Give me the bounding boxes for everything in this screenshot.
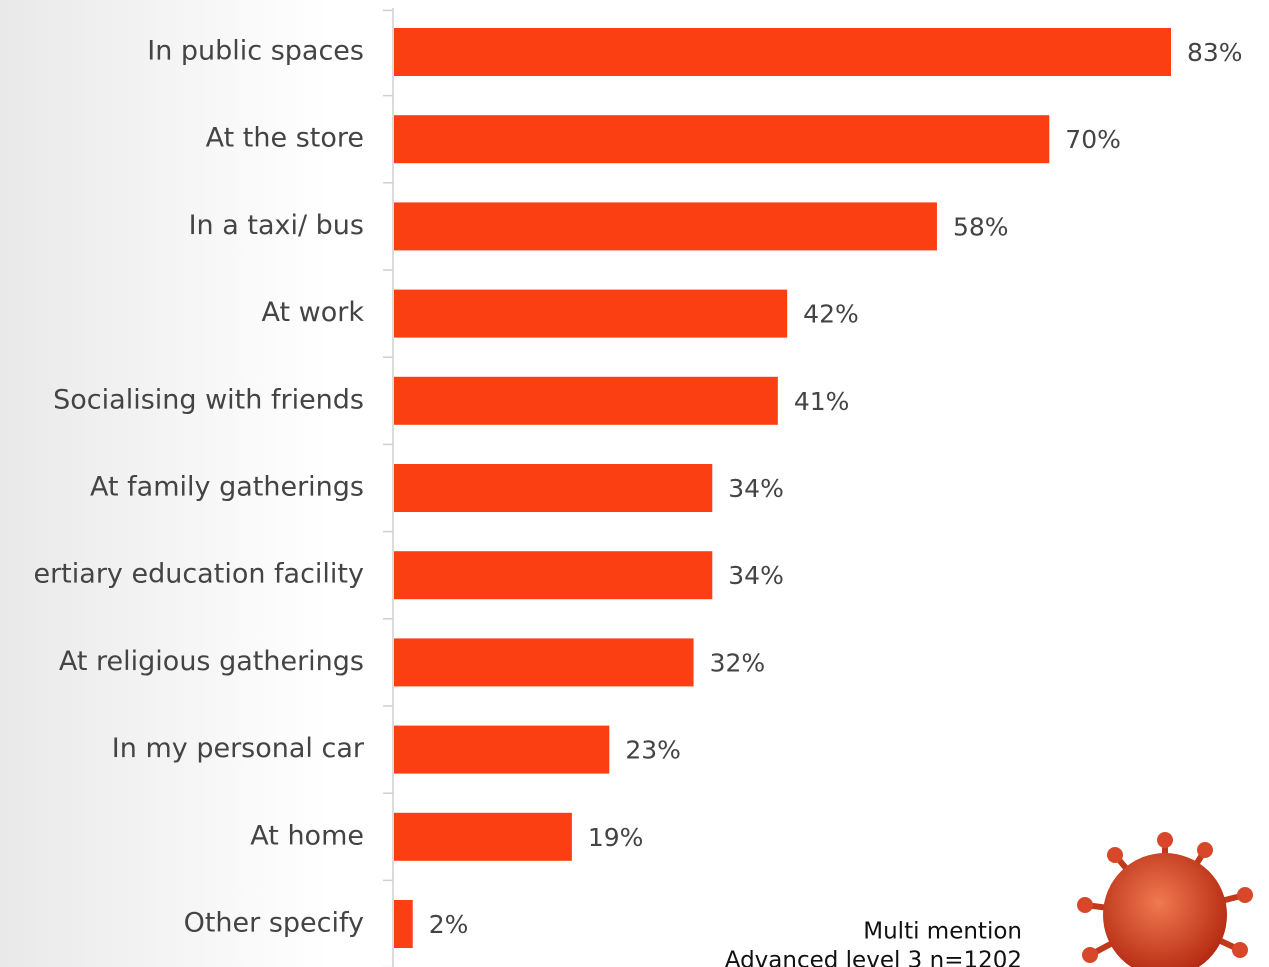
bar [394, 289, 788, 338]
category-label: At home [250, 820, 364, 851]
virus-icon [1077, 832, 1253, 967]
bar [394, 725, 610, 774]
category-label: At the store [206, 123, 364, 154]
bar [394, 551, 713, 600]
value-label: 70% [1065, 125, 1121, 154]
value-label: 2% [429, 910, 469, 939]
category-label: At family gatherings [90, 472, 364, 503]
bar [394, 900, 413, 948]
bar [394, 812, 572, 861]
footnote: Advanced level 3 n=1202 [725, 948, 1022, 967]
bar [394, 115, 1050, 164]
background [0, 0, 330, 967]
value-label: 58% [953, 212, 1009, 241]
bar [394, 376, 778, 425]
value-label: 83% [1187, 38, 1243, 67]
category-label: Other specify [184, 908, 364, 939]
value-label: 32% [710, 648, 766, 677]
value-label: 23% [625, 736, 681, 765]
category-label: In my personal car [112, 733, 365, 764]
footnote: Multi mention [863, 919, 1022, 945]
value-label: 42% [803, 300, 859, 329]
category-label: At religious gatherings [59, 646, 364, 677]
bars: In public spaces 83% At the store 70% In a t… [33, 9, 1243, 967]
value-label: 41% [794, 387, 850, 416]
category-label: Socialising with friends [53, 384, 364, 415]
value-label: 34% [728, 474, 784, 503]
category-label: In public spaces [147, 36, 364, 67]
value-label: 19% [588, 823, 644, 852]
bar [394, 28, 1171, 76]
category-label: In a taxi/ bus [189, 210, 364, 241]
value-label: 34% [728, 561, 784, 590]
bar [394, 202, 937, 251]
bar [394, 464, 713, 512]
category-label: ertiary education facility [33, 559, 364, 590]
bar [394, 638, 694, 687]
category-label: At work [261, 297, 364, 328]
